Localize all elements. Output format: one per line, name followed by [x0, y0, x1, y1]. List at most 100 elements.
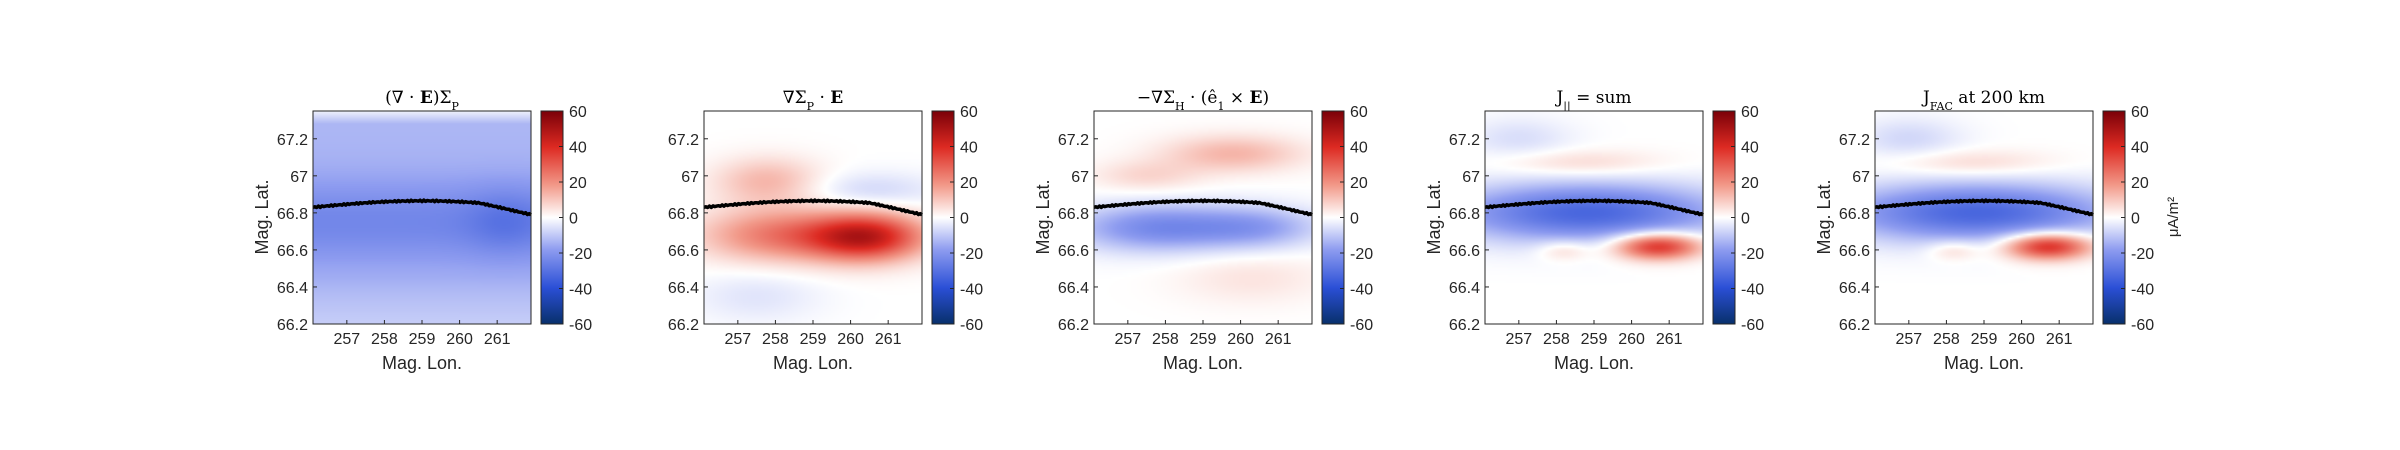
colorbar-tick-label: -20 [960, 246, 983, 263]
x-tick-label: 261 [1656, 331, 1683, 348]
colorbar-tick-label: -20 [2131, 246, 2154, 263]
panel-title: J|| = sum [1554, 88, 1631, 114]
colorbar-tick-label: 20 [1741, 175, 1759, 192]
colorbar-tick-label: -40 [960, 282, 983, 299]
colorbar-tick-label: 20 [1350, 175, 1368, 192]
heatmap-image [1875, 111, 2093, 324]
x-tick-label: 260 [2008, 331, 2035, 348]
x-tick-label: 260 [837, 331, 864, 348]
colorbar-tick-label: -40 [2131, 282, 2154, 299]
boundary-line [312, 198, 533, 217]
x-tick-label: 261 [484, 331, 511, 348]
x-tick-label: 257 [1505, 331, 1532, 348]
y-ticks: 66.2 66.4 66.6 66.8 67 67.2 [277, 132, 317, 334]
x-tick-label: 257 [1895, 331, 1922, 348]
y-tick-label: 66.2 [668, 317, 699, 334]
y-tick-label: 66.2 [1058, 317, 1089, 334]
colorbar-ticks: -60 -40 -20 0 20 40 60 [2121, 104, 2154, 334]
boundary-line [703, 198, 924, 217]
y-tick-label: 66.6 [277, 243, 308, 260]
y-tick-label: 66.2 [1839, 317, 1870, 334]
y-tick-label: 67.2 [1839, 132, 1870, 149]
y-tick-label: 67.2 [668, 132, 699, 149]
colorbar-unit-label: μA/m² [2165, 197, 2182, 237]
y-tick-label: 67.2 [277, 132, 308, 149]
heatmap-image [1485, 111, 1703, 324]
x-tick-label: 258 [1543, 331, 1570, 348]
colorbar-tick-label: 0 [569, 211, 578, 228]
y-tick-label: 67 [1071, 169, 1089, 186]
colorbar-tick-label: -20 [1741, 246, 1764, 263]
y-tick-label: 67 [1852, 169, 1870, 186]
colorbar-ticks: -60 -40 -20 0 20 40 60 [559, 104, 592, 334]
panel-2: ∇ΣP · E 257 258 259 260 261 66.2 66.4 66.6 66.8… [668, 88, 983, 373]
y-tick-label: 67 [290, 169, 308, 186]
colorbar-tick-label: -60 [1741, 317, 1764, 334]
y-tick-label: 66.6 [1058, 243, 1089, 260]
x-tick-label: 259 [1190, 331, 1217, 348]
x-tick-label: 259 [1971, 331, 1998, 348]
x-tick-label: 258 [1933, 331, 1960, 348]
colorbar-ticks: -60 -40 -20 0 20 40 60 [950, 104, 983, 334]
y-ticks: 66.2 66.4 66.6 66.8 67 67.2 [1839, 132, 1879, 334]
y-tick-label: 66.4 [1449, 280, 1480, 297]
x-axis-label: Mag. Lon. [382, 353, 462, 373]
colorbar-tick-label: -60 [2131, 317, 2154, 334]
y-tick-label: 66.8 [277, 206, 308, 223]
panel-title: ∇ΣP · E [783, 88, 844, 113]
x-tick-label: 258 [762, 331, 789, 348]
heatmap-image [1094, 111, 1312, 324]
colorbar-tick-label: 0 [960, 211, 969, 228]
colorbar: -60 -40 -20 0 20 40 60 [931, 104, 983, 334]
colorbar-ticks: -60 -40 -20 0 20 40 60 [1731, 104, 1764, 334]
x-tick-label: 261 [2046, 331, 2073, 348]
colorbar: -60 -40 -20 0 20 40 60 [540, 104, 592, 334]
x-tick-label: 257 [724, 331, 751, 348]
y-tick-label: 66.2 [1449, 317, 1480, 334]
x-tick-label: 258 [1152, 331, 1179, 348]
boundary-line-path [1484, 198, 1705, 217]
panel-1: (∇ · E)ΣP 257 258 259 260 261 66.266.466.666… [252, 88, 592, 373]
x-tick-label: 257 [1114, 331, 1141, 348]
colorbar-ticks: -60 -40 -20 0 20 40 60 [1340, 104, 1373, 334]
y-tick-label: 66.6 [1839, 243, 1870, 260]
colorbar-tick-label: 0 [2131, 211, 2140, 228]
colorbar-tick-label: 40 [2131, 140, 2149, 157]
y-ticks: 66.2 66.4 66.6 66.8 67 67.2 [668, 132, 708, 334]
colorbar-tick-label: 20 [960, 175, 978, 192]
y-axis-label: Mag. Lat. [1033, 179, 1053, 254]
x-tick-label: 257 [333, 331, 360, 348]
panel-title: (∇ · E)ΣP [385, 88, 459, 113]
colorbar-tick-label: -40 [1741, 282, 1764, 299]
x-tick-label: 259 [1581, 331, 1608, 348]
x-tick-label: 260 [1618, 331, 1645, 348]
x-ticks: 257 258 259 260 261 [1895, 320, 2073, 348]
x-axis-label: Mag. Lon. [773, 353, 853, 373]
y-tick-label: 66.6 [1449, 243, 1480, 260]
colorbar-tick-label: 40 [569, 140, 587, 157]
colorbar-tick-label: -40 [569, 282, 592, 299]
x-ticks: 257 258 259 260 261 [724, 320, 902, 348]
x-tick-label: 261 [875, 331, 902, 348]
y-ticks: 66.2 66.4 66.6 66.8 67 67.2 [1058, 132, 1098, 334]
y-axis-label: Mag. Lat. [1424, 179, 1444, 254]
colorbar-tick-label: 60 [2131, 104, 2149, 121]
y-ticks: 66.2 66.4 66.6 66.8 67 67.2 [1449, 132, 1489, 334]
colorbar-tick-label: -60 [1350, 317, 1373, 334]
x-tick-label: 261 [1265, 331, 1292, 348]
colorbar-tick-label: -20 [569, 246, 592, 263]
boundary-line-path [1874, 198, 2095, 217]
boundary-line-path [312, 198, 533, 217]
colorbar: -60 -40 -20 0 20 40 60 μA/m² [2102, 104, 2182, 334]
y-tick-label: 67 [1462, 169, 1480, 186]
boundary-line [1484, 198, 1705, 217]
colorbar-tick-label: 20 [2131, 175, 2149, 192]
colorbar: -60 -40 -20 0 20 40 60 [1321, 104, 1373, 334]
x-tick-label: 259 [800, 331, 827, 348]
colorbar: -60 -40 -20 0 20 40 60 [1712, 104, 1764, 334]
colorbar-tick-label: 20 [569, 175, 587, 192]
x-axis-label: Mag. Lon. [1163, 353, 1243, 373]
colorbar-tick-label: 60 [1741, 104, 1759, 121]
boundary-line [1874, 198, 2095, 217]
y-tick-label: 66.4 [1058, 280, 1089, 297]
